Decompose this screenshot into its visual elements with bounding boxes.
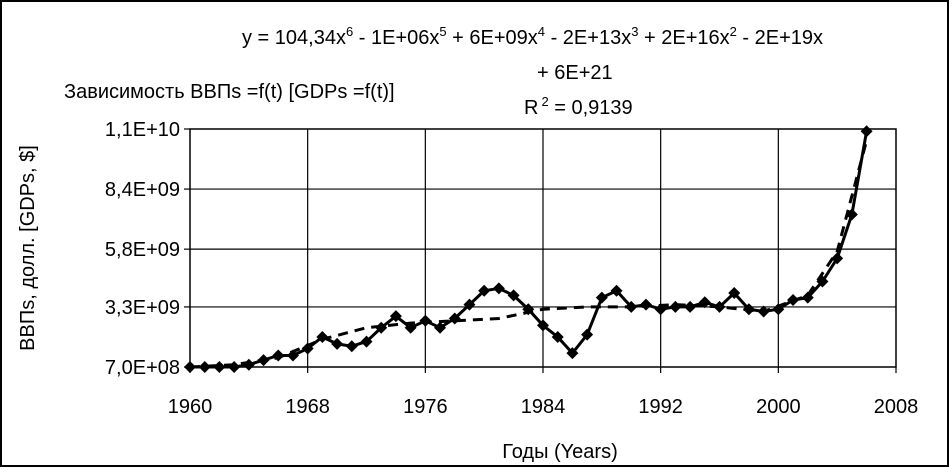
equation-part: y = 104,34x [242, 27, 346, 49]
equation-exponent: 6 [346, 24, 353, 39]
axis-layer: 1960 1968 1976 1984 1992 2000 2008 7,0E+08 3,3E+… [105, 119, 918, 418]
data-point-marker [448, 312, 461, 325]
trendline-equation: y = 104,34x6 - 1E+06x5 + 6E+09x4 - 2E+13… [242, 24, 823, 49]
r-squared-exponent: 2 [541, 94, 548, 109]
r-squared-value: = 0,9139 [549, 97, 633, 119]
data-point-marker [801, 291, 814, 304]
data-point-marker [845, 208, 858, 221]
equation-exponent: 2 [730, 24, 737, 39]
y-tick-label: 8,4E+09 [105, 179, 180, 201]
equation-part: - 2E+13x [545, 27, 631, 49]
y-tick-label: 3,3E+09 [105, 297, 180, 319]
equation-part: + 2E+16x [638, 27, 729, 49]
data-point-marker [757, 305, 770, 318]
data-point-marker [375, 321, 388, 334]
data-point-marker [831, 252, 844, 265]
data-point-marker [566, 347, 579, 360]
data-point-marker [551, 330, 564, 343]
data-point-marker [698, 296, 711, 309]
data-point-marker [272, 349, 285, 362]
data-point-marker [419, 314, 432, 327]
x-tick-label: 1968 [285, 396, 330, 418]
data-point-marker [728, 287, 741, 300]
data-point-marker [345, 340, 358, 353]
data-point-marker [713, 300, 726, 313]
data-point-marker [639, 298, 652, 311]
x-tick-label: 1984 [521, 396, 566, 418]
data-point-marker [360, 335, 373, 348]
data-point-marker [742, 303, 755, 316]
trendline-equation-constant: + 6E+21 [537, 62, 613, 84]
y-tick-label: 5,8E+09 [105, 239, 180, 261]
data-point-marker [434, 321, 447, 334]
data-point-marker [537, 319, 549, 332]
data-point-marker [860, 125, 873, 138]
data-point-marker [331, 337, 344, 350]
x-tick-label: 2008 [874, 396, 919, 418]
y-tick-label: 7,0E+08 [105, 357, 180, 379]
data-point-marker [625, 300, 638, 313]
x-tick-label: 2000 [756, 396, 801, 418]
grid-layer [190, 129, 896, 367]
y-tick-label: 1,1E+10 [105, 119, 180, 141]
equation-exponent: 3 [631, 24, 638, 39]
data-point-marker [213, 361, 226, 373]
data-point-marker [522, 303, 535, 316]
data-point-marker [492, 282, 505, 295]
data-point-marker [228, 361, 241, 373]
data-point-marker [184, 361, 196, 373]
x-tick-label: 1992 [638, 396, 683, 418]
data-point-marker [772, 303, 785, 316]
data-point-marker [507, 289, 520, 302]
equation-part: - 1E+06x [353, 27, 439, 49]
data-point-marker [816, 275, 829, 288]
x-axis-title: Годы (Years) [502, 441, 618, 463]
equation-exponent: 5 [439, 24, 446, 39]
data-point-marker [684, 300, 697, 313]
x-tick-label: 1960 [168, 396, 213, 418]
data-point-marker [242, 358, 255, 371]
data-point-marker [286, 349, 299, 362]
data-point-marker [581, 328, 594, 341]
data-point-marker [787, 293, 800, 306]
data-point-marker [301, 342, 314, 355]
data-point-marker [198, 361, 211, 373]
equation-exponent: 4 [538, 24, 545, 39]
data-point-marker [610, 284, 623, 297]
series-layer [184, 125, 873, 373]
data-point-marker [595, 291, 608, 304]
chart-title: Зависимость ВВПs =f(t) [GDPs =f(t)] [64, 81, 395, 103]
equation-part: + 6E+09x [447, 27, 538, 49]
y-axis-title: ВВПs, долл. [GDPs, $] [17, 145, 39, 351]
data-point-marker [654, 303, 667, 316]
data-point-marker [669, 300, 682, 313]
data-point-marker [463, 298, 476, 311]
data-point-marker [257, 354, 270, 367]
data-point-marker [478, 284, 491, 297]
data-point-marker [316, 330, 329, 343]
data-point-marker [404, 321, 417, 334]
r-squared-prefix: R [524, 97, 538, 119]
equation-part: - 2E+19x [737, 27, 823, 49]
x-tick-label: 1976 [403, 396, 448, 418]
data-point-marker [389, 310, 402, 323]
